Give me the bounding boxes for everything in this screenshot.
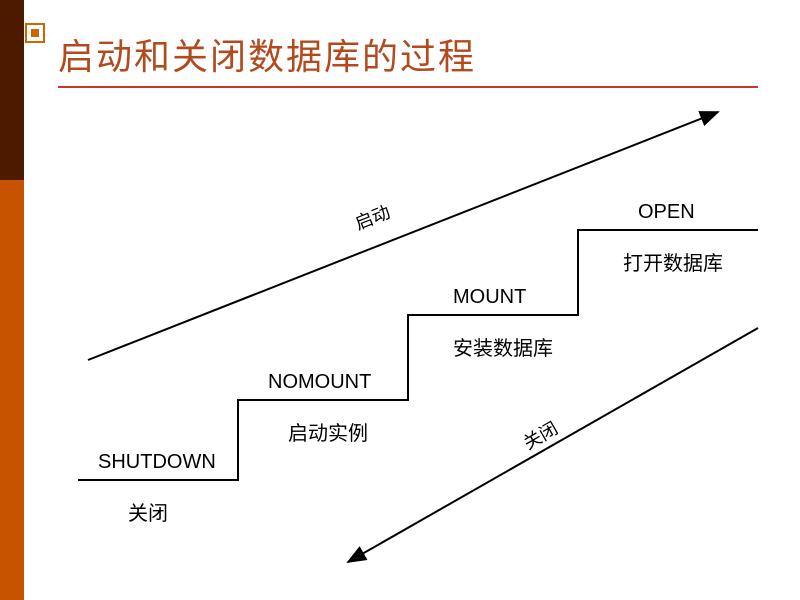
shutdown-arrow-label: 关闭 bbox=[520, 418, 561, 453]
sidebar-bottom-block bbox=[0, 180, 24, 600]
title-bullet-icon bbox=[24, 22, 46, 44]
step-label-en-0: SHUTDOWN bbox=[98, 451, 216, 473]
page-title: 启动和关闭数据库的过程 bbox=[58, 28, 476, 80]
step-label-zh-1: 启动实例 bbox=[288, 422, 368, 445]
process-diagram: 启动关闭 SHUTDOWN 关闭 NOMOUNT 启动实例 MOUNT 安装数据库 OPEN 打… bbox=[58, 100, 768, 580]
left-sidebar bbox=[0, 0, 24, 600]
step-label-zh-2: 安装数据库 bbox=[453, 337, 553, 360]
step-label-en-3: OPEN bbox=[638, 201, 695, 223]
step-label-en-1: NOMOUNT bbox=[268, 371, 371, 393]
step-label-zh-0: 关闭 bbox=[128, 502, 168, 525]
sidebar-top-block bbox=[0, 0, 24, 180]
step-label-zh-3: 打开数据库 bbox=[623, 252, 723, 275]
shutdown-arrow bbox=[348, 328, 758, 562]
startup-arrow bbox=[88, 112, 718, 360]
startup-arrow-label: 启动 bbox=[352, 202, 393, 234]
title-underline bbox=[58, 86, 758, 88]
step-label-en-2: MOUNT bbox=[453, 286, 526, 308]
